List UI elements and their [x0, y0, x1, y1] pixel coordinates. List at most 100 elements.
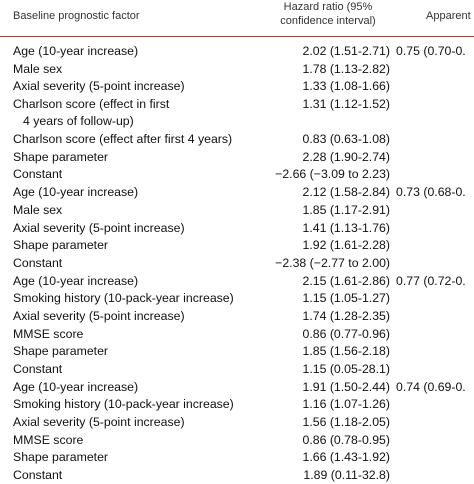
factor-text: Charlson score (effect after first 4 yea…	[13, 132, 233, 147]
table-header: Baseline prognostic factor Hazard ratio …	[0, 0, 474, 40]
factor-text: Age (10-year increase)	[13, 273, 139, 288]
hazard-ratio-cell: 1.78 (1.13-2.82)	[302, 61, 390, 76]
factor-cell: MMSE score	[13, 432, 83, 449]
hazard-ratio-cell: 1.15 (1.05-1.27)	[302, 291, 390, 306]
factor-cell: Axial severity (5-point increase)	[13, 414, 185, 431]
factor-text: Constant	[13, 167, 63, 182]
factor-cell: Age (10-year increase)	[13, 379, 138, 396]
factor-cell: Shape parameter	[13, 237, 108, 254]
hazard-ratio-cell: 1.92 (1.61-2.28)	[302, 238, 390, 253]
hazard-ratio-cell: 1.33 (1.08-1.66)	[302, 79, 390, 94]
table-row: Age (10-year increase) 2.02 (1.51-2.71) 0.…	[0, 42, 474, 60]
column-header-hazard-ratio-line1: Hazard ratio (95%	[283, 1, 373, 13]
table-row: Age (10-year increase) 1.91 (1.50-2.44) 0.…	[0, 378, 474, 396]
factor-text: Shape parameter	[13, 238, 109, 253]
factor-text: Axial severity (5-point increase)	[13, 220, 185, 235]
table-row: Shape parameter 1.85 (1.56-2.18)	[0, 342, 474, 360]
hazard-ratio-cell: 2.28 (1.90-2.74)	[302, 149, 390, 164]
table-row: Charlson score (effect after first 4 yea…	[0, 130, 474, 148]
factor-cell: Shape parameter	[13, 449, 108, 466]
apparent-cell: 0.75 (0.70-0.	[396, 44, 466, 58]
table-row: Constant 1.89 (0.11-32.8)	[0, 466, 474, 484]
factor-cell: Constant	[13, 255, 62, 272]
table-row: Charlson score (effect in first 4 years o…	[0, 95, 474, 130]
hazard-ratio-cell: 1.66 (1.43-1.92)	[302, 450, 390, 465]
apparent-cell: 0.77 (0.72-0.	[396, 273, 466, 288]
factor-text: Axial severity (5-point increase)	[13, 415, 185, 430]
factor-cell: Smoking history (10-pack-year increase)	[13, 396, 234, 413]
hazard-ratio-cell: 1.31 (1.12-1.52)	[302, 97, 390, 112]
table-body: Age (10-year increase) 2.02 (1.51-2.71) 0.…	[0, 42, 474, 484]
apparent-cell: 0.73 (0.68-0.	[396, 185, 466, 200]
factor-text: Constant	[13, 362, 63, 376]
hazard-ratio-cell: −2.38 (−2.77 to 2.00)	[275, 255, 390, 270]
factor-text: MMSE score	[13, 432, 84, 447]
hazard-ratio-cell: 1.85 (1.17-2.91)	[302, 202, 390, 217]
factor-cell: Shape parameter	[13, 343, 108, 360]
table-row: Shape parameter 1.66 (1.43-1.92)	[0, 448, 474, 466]
table-row: Smoking history (10-pack-year increase) 1…	[0, 289, 474, 307]
factor-text-continued: 4 years of follow-up)	[23, 114, 134, 129]
table-row: Smoking history (10-pack-year increase) 1…	[0, 395, 474, 413]
factor-cell: Charlson score (effect after first 4 yea…	[13, 131, 232, 148]
hazard-ratio-cell: 0.86 (0.78-0.95)	[302, 432, 390, 447]
hazard-ratio-cell: −2.66 (−3.09 to 2.23)	[275, 167, 390, 182]
factor-cell: Age (10-year increase)	[13, 43, 138, 60]
factor-cell: Charlson score (effect in first 4 years o…	[13, 96, 169, 130]
hazard-ratio-cell: 2.02 (1.51-2.71)	[302, 44, 390, 58]
factor-cell: Male sex	[13, 61, 62, 78]
apparent-cell: 0.74 (0.69-0.	[396, 379, 466, 394]
factor-text: Constant	[13, 255, 63, 270]
factor-cell: Smoking history (10-pack-year increase)	[13, 290, 234, 307]
table-row: Constant −2.66 (−3.09 to 2.23)	[0, 165, 474, 183]
hazard-ratio-cell: 1.41 (1.13-1.76)	[302, 220, 390, 235]
factor-text: Constant	[13, 468, 63, 483]
factor-text: Smoking history (10-pack-year increase)	[13, 291, 234, 306]
hazard-ratio-cell: 2.15 (1.61-2.86)	[302, 273, 390, 288]
hazard-ratio-cell: 1.91 (1.50-2.44)	[302, 379, 390, 394]
table-row: Male sex 1.78 (1.13-2.82)	[0, 60, 474, 78]
factor-cell: Shape parameter	[13, 149, 108, 166]
factor-cell: Constant	[13, 361, 62, 378]
hazard-ratio-cell: 2.12 (1.58-2.84)	[302, 185, 390, 200]
factor-text: Male sex	[13, 202, 63, 217]
factor-text: MMSE score	[13, 326, 84, 341]
factor-cell: Constant	[13, 467, 62, 484]
table-row: MMSE score 0.86 (0.78-0.95)	[0, 431, 474, 449]
table-row: Age (10-year increase) 2.12 (1.58-2.84) 0.…	[0, 183, 474, 201]
factor-cell: Male sex	[13, 202, 62, 219]
factor-text: Age (10-year increase)	[13, 185, 139, 200]
table-row: Age (10-year increase) 2.15 (1.61-2.86) 0.…	[0, 272, 474, 290]
table-row: Axial severity (5-point increase) 1.41 (1…	[0, 219, 474, 237]
factor-cell: MMSE score	[13, 326, 83, 343]
factor-text: Age (10-year increase)	[13, 44, 139, 58]
table-row: Shape parameter 1.92 (1.61-2.28)	[0, 236, 474, 254]
table-row: Male sex 1.85 (1.17-2.91)	[0, 201, 474, 219]
hazard-ratio-cell: 1.15 (0.05-28.1)	[302, 362, 390, 376]
column-header-apparent: Apparent	[426, 10, 471, 22]
table-row: Constant 1.15 (0.05-28.1)	[0, 360, 474, 378]
factor-text: Male sex	[13, 61, 63, 76]
factor-text: Axial severity (5-point increase)	[13, 79, 185, 94]
factor-text: Shape parameter	[13, 149, 109, 164]
header-rule	[0, 36, 474, 37]
hazard-ratio-cell: 1.89 (0.11-32.8)	[303, 468, 390, 483]
hazard-ratio-cell: 1.16 (1.07-1.26)	[302, 397, 390, 412]
factor-cell: Axial severity (5-point increase)	[13, 220, 185, 237]
column-header-hazard-ratio-line2: confidence interval)	[280, 15, 376, 27]
table-row: MMSE score 0.86 (0.77-0.96)	[0, 325, 474, 343]
factor-cell: Age (10-year increase)	[13, 273, 138, 290]
factor-cell: Axial severity (5-point increase)	[13, 78, 185, 95]
factor-text: Age (10-year increase)	[13, 379, 139, 394]
hazard-ratio-cell: 1.85 (1.56-2.18)	[302, 344, 390, 359]
hazard-ratio-cell: 0.86 (0.77-0.96)	[302, 326, 390, 341]
column-header-hazard-ratio: Hazard ratio (95% confidence interval)	[268, 0, 388, 28]
factor-text: Smoking history (10-pack-year increase)	[13, 397, 234, 412]
hazard-ratio-cell: 1.74 (1.28-2.35)	[302, 308, 390, 323]
table-row: Axial severity (5-point increase) 1.33 (1…	[0, 77, 474, 95]
factor-text: Charlson score (effect in first	[13, 97, 170, 112]
factor-cell: Axial severity (5-point increase)	[13, 308, 185, 325]
factor-text: Shape parameter	[13, 450, 109, 465]
column-header-factor: Baseline prognostic factor	[13, 10, 140, 22]
table-row: Shape parameter 2.28 (1.90-2.74)	[0, 148, 474, 166]
